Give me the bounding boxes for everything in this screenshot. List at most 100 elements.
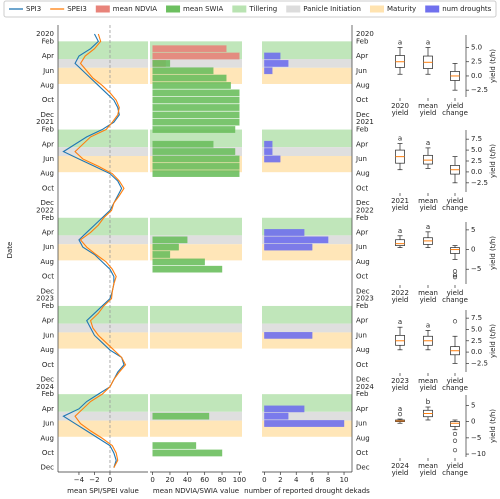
y-axis-label: yield (t/h) <box>489 236 497 270</box>
y-tick-label: 0.0 <box>471 72 482 80</box>
legend-label: Maturity <box>387 5 416 13</box>
stage-band <box>262 411 352 421</box>
y-tick-label: 2.5 <box>471 337 482 345</box>
bar <box>152 412 210 420</box>
date-label: Apr <box>356 317 368 325</box>
bar <box>264 52 281 60</box>
date-label: Jun <box>42 67 54 75</box>
bar <box>152 45 227 53</box>
bar <box>152 111 240 119</box>
date-label: Dec <box>40 287 54 295</box>
x-tick-label: mean <box>418 462 438 470</box>
bar <box>152 74 227 82</box>
stage-band <box>150 394 242 412</box>
stage-band <box>150 420 242 437</box>
bar <box>152 442 197 449</box>
group-letter: a <box>398 318 402 326</box>
group-letter: a <box>398 39 402 47</box>
x-tick-label: yield <box>420 204 437 212</box>
y-tick-label: 0 <box>471 418 475 426</box>
date-label: Aug <box>356 81 370 89</box>
date-label: Apr <box>356 52 368 60</box>
x-tick-label: 2020 <box>391 102 409 110</box>
y-tick-label: 5.0 <box>471 44 482 52</box>
date-label: Oct <box>356 449 368 457</box>
x-tick-label: yield <box>420 384 437 392</box>
group-letter: a <box>398 405 402 413</box>
stage-band <box>58 235 148 245</box>
x-tick-label: yield <box>447 197 464 205</box>
x-tick-label: mean <box>418 289 438 297</box>
bar <box>152 162 240 170</box>
x-axis-label: mean NDVIA/SWIA value <box>153 487 239 495</box>
date-label: Oct <box>42 96 54 104</box>
bar <box>152 170 240 177</box>
x-tick-label: 60 <box>200 476 209 484</box>
x-tick-label: 8 <box>326 476 330 484</box>
date-label: Apr <box>42 317 54 325</box>
bar <box>152 96 240 104</box>
stage-band <box>58 217 148 236</box>
stage-band <box>58 305 148 324</box>
stage-band <box>58 147 148 157</box>
y-axis-label: Date <box>6 242 14 259</box>
date-label: Aug <box>40 170 54 178</box>
box <box>395 239 405 246</box>
date-label: Oct <box>356 184 368 192</box>
x-tick-label: 20 <box>166 476 175 484</box>
bar <box>264 67 273 75</box>
legend-label: mean NDVIA <box>113 5 157 13</box>
x-tick-label: mean <box>418 377 438 385</box>
bar <box>264 60 289 67</box>
bar <box>264 420 345 427</box>
date-label: Dec <box>356 199 370 207</box>
x-tick-label: yield <box>420 109 437 117</box>
bar <box>152 251 171 258</box>
legend-label: SPEI3 <box>67 5 87 13</box>
legend-frame <box>3 0 497 18</box>
bar <box>152 236 188 244</box>
bar <box>152 67 214 75</box>
date-label: Jun <box>355 420 367 428</box>
legend-label: mean SWIA <box>183 5 224 13</box>
stage-band <box>262 58 352 68</box>
date-label: Jun <box>42 155 54 163</box>
stage-band <box>262 129 352 148</box>
legend-swatch <box>286 5 301 13</box>
date-label: 2024 <box>36 383 54 391</box>
group-letter: a <box>398 227 402 235</box>
x-tick-label: change <box>442 296 468 304</box>
date-label: Apr <box>42 228 54 236</box>
x-tick-label: yield <box>420 296 437 304</box>
y-tick-label: −2.5 <box>471 359 488 367</box>
bar <box>152 243 179 251</box>
legend-swatch <box>166 5 181 13</box>
group-letter: a <box>426 39 430 47</box>
group-letter: a <box>426 321 430 329</box>
date-label: Jun <box>355 67 367 75</box>
x-tick-label: 10 <box>340 476 349 484</box>
date-label: Dec <box>40 111 54 119</box>
x-tick-label: yield <box>447 462 464 470</box>
series-line <box>62 33 125 468</box>
bar <box>152 118 240 126</box>
bar <box>152 265 223 273</box>
date-label: Feb <box>356 214 369 222</box>
outlier <box>452 448 458 453</box>
bar <box>264 155 281 163</box>
x-tick-label: change <box>442 469 468 477</box>
x-tick-label: yield <box>447 289 464 297</box>
legend-label: SPI3 <box>26 5 41 13</box>
y-tick-label: 5.0 <box>471 325 482 333</box>
x-tick-label: yield <box>392 109 409 117</box>
date-label: Feb <box>42 390 55 398</box>
bar <box>152 140 214 148</box>
date-label: Feb <box>42 302 55 310</box>
stage-band <box>150 58 242 68</box>
x-tick-label: yield <box>392 296 409 304</box>
date-label: Aug <box>356 170 370 178</box>
x-tick-label: 2 <box>278 476 282 484</box>
date-label: Dec <box>356 111 370 119</box>
y-tick-label: 0.0 <box>471 168 482 176</box>
